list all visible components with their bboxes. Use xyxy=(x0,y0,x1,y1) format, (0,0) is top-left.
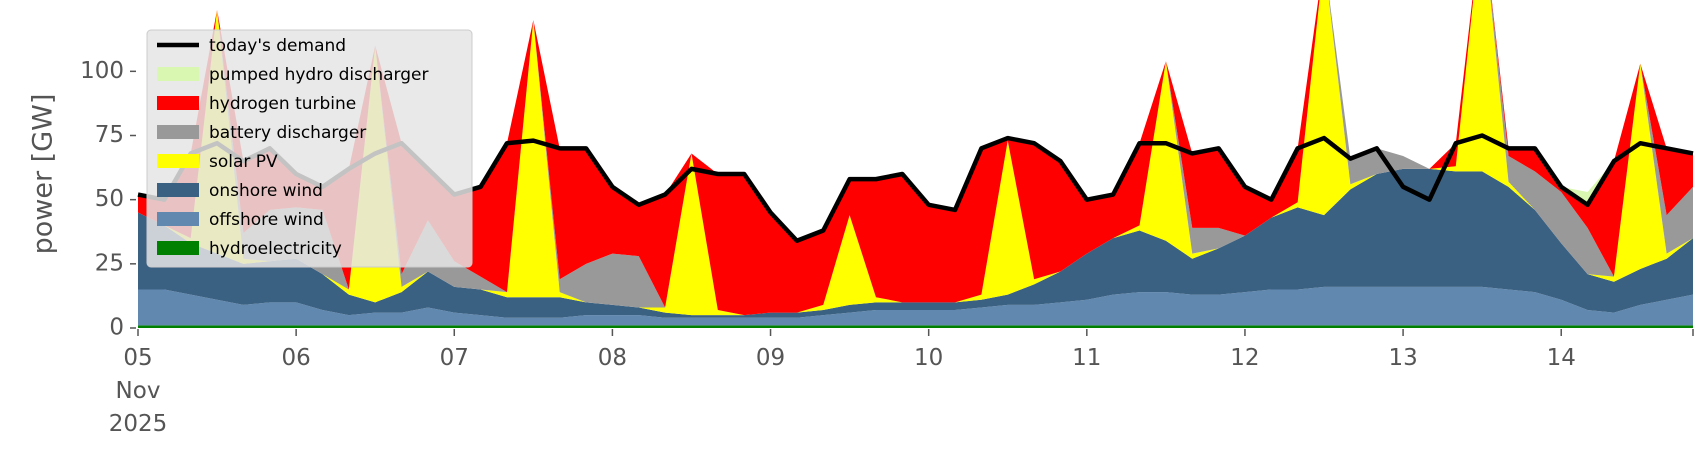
legend-swatch xyxy=(157,154,199,168)
y-tick-label: 0 xyxy=(109,315,124,341)
legend-box xyxy=(146,29,473,268)
y-tick-label: 50 xyxy=(95,186,124,212)
x-tick-label: 10 xyxy=(914,345,943,371)
legend-swatch xyxy=(157,212,199,226)
y-tick-label: 100 xyxy=(80,58,124,84)
legend-label: today's demand xyxy=(209,36,346,56)
x-tick-label: 13 xyxy=(1388,345,1417,371)
legend-swatch xyxy=(157,67,199,81)
y-axis-label: power [GW] xyxy=(28,94,59,255)
x-tick-label: 08 xyxy=(598,345,627,371)
y-tick-label: 25 xyxy=(95,250,124,276)
legend-label: pumped hydro discharger xyxy=(209,65,428,85)
area xyxy=(138,168,1693,318)
x-tick-label: 11 xyxy=(1072,345,1101,371)
legend-label: solar PV xyxy=(209,152,278,172)
area xyxy=(138,0,1693,316)
area xyxy=(138,0,1693,316)
legend-swatch xyxy=(157,96,199,110)
legend-swatch xyxy=(157,241,199,255)
legend-swatch xyxy=(157,183,199,197)
x-tick-label: 14 xyxy=(1547,345,1576,371)
x-tick-label: 06 xyxy=(281,345,310,371)
legend-label: offshore wind xyxy=(209,210,324,230)
legend-swatch xyxy=(157,125,199,139)
legend-label: hydrogen turbine xyxy=(209,94,356,114)
x-tick-label: 12 xyxy=(1230,345,1259,371)
area xyxy=(138,286,1693,326)
legend-label: hydroelectricity xyxy=(209,239,342,259)
y-tick-label: 75 xyxy=(95,122,124,148)
x-tick-label: 07 xyxy=(440,345,469,371)
legend-label: onshore wind xyxy=(209,181,323,201)
legend-label: battery discharger xyxy=(209,123,366,143)
x-tick-label: 05 Nov 2025 xyxy=(109,345,168,437)
x-tick-label: 09 xyxy=(756,345,785,371)
area xyxy=(138,325,1693,328)
